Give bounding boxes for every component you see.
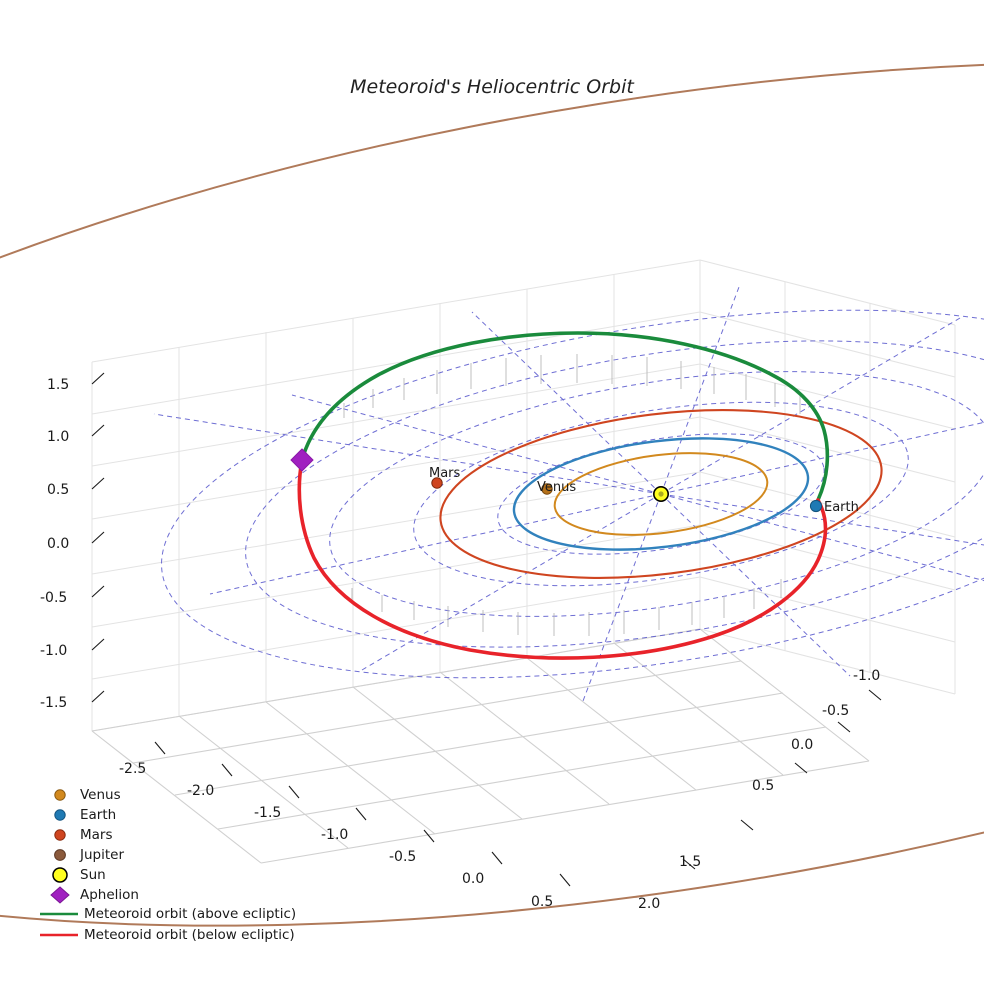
legend-item-aphelion[interactable]: Aphelion — [50, 886, 139, 904]
z-tick-4: -0.5 — [40, 590, 67, 606]
meteoroid-orbit-below — [297, 458, 828, 660]
axes-grid — [91, 259, 956, 864]
legend-label-earth: Earth — [80, 807, 116, 823]
z-tick-6: -1.5 — [40, 695, 67, 711]
x-tick-2: -1.5 — [254, 805, 281, 821]
axis-tickmarks — [91, 372, 882, 887]
y-axis-tick-labels: 1.5 0.5 0.0 -0.5 -1.0 — [679, 668, 880, 870]
z-tick-3: 0.0 — [47, 536, 69, 552]
x-tick-3: -1.0 — [321, 827, 348, 843]
legend-item-venus[interactable]: Venus — [54, 787, 121, 803]
legend-label-aphelion: Aphelion — [80, 887, 139, 903]
z-tick-1: 1.0 — [47, 429, 69, 445]
legend-label-sun: Sun — [80, 867, 106, 883]
y-tick-2: 0.0 — [791, 737, 813, 753]
sun-marker-icon — [52, 867, 68, 883]
marker-mars — [431, 477, 443, 489]
y-tick-0: -1.0 — [853, 668, 880, 684]
marker-earth — [809, 499, 823, 513]
legend-label-venus: Venus — [80, 787, 121, 803]
marker-aphelion — [290, 448, 314, 472]
z-tick-0: 1.5 — [47, 377, 69, 393]
legend-label-orbit-below: Meteoroid orbit (below ecliptic) — [84, 927, 295, 943]
meteoroid-droplines — [343, 354, 801, 636]
orbit-venus — [553, 452, 769, 536]
x-tick-7: 2.0 — [638, 896, 660, 912]
legend-item-jupiter[interactable]: Jupiter — [54, 847, 125, 863]
z-tick-5: -1.0 — [40, 643, 67, 659]
legend-item-orbit-above[interactable]: Meteoroid orbit (above ecliptic) — [40, 906, 296, 922]
legend-label-jupiter: Jupiter — [79, 847, 124, 863]
legend-item-earth[interactable]: Earth — [54, 807, 116, 823]
x-tick-1: -2.0 — [187, 783, 214, 799]
annotation-venus: Venus — [537, 480, 576, 495]
x-tick-0: -2.5 — [119, 761, 146, 777]
legend-item-sun[interactable]: Sun — [52, 867, 106, 883]
legend: Venus Earth Mars Jupiter Sun — [40, 787, 296, 943]
z-tick-2: 0.5 — [47, 482, 69, 498]
jupiter-marker-icon — [54, 849, 66, 861]
marker-sun — [652, 485, 669, 502]
legend-label-orbit-above: Meteoroid orbit (above ecliptic) — [84, 906, 296, 922]
orbit-earth — [512, 437, 810, 551]
z-axis-tick-labels: 1.5 1.0 0.5 0.0 -0.5 -1.0 -1.5 — [40, 377, 69, 711]
legend-item-mars[interactable]: Mars — [54, 827, 113, 843]
legend-item-orbit-below[interactable]: Meteoroid orbit (below ecliptic) — [40, 927, 295, 943]
y-tick-3: 0.5 — [752, 778, 774, 794]
venus-marker-icon — [54, 789, 66, 801]
orbit-mars — [439, 409, 883, 579]
x-axis-tick-labels: -2.5 -2.0 -1.5 -1.0 -0.5 0.0 0.5 2.0 — [119, 761, 660, 912]
legend-label-mars: Mars — [80, 827, 113, 843]
annotation-earth: Earth — [824, 500, 859, 515]
mars-marker-icon — [54, 829, 66, 841]
x-tick-6: 0.5 — [531, 894, 553, 910]
marker-venus — [541, 483, 553, 495]
body-annotations: Mars Venus Earth — [429, 466, 859, 515]
annotation-mars: Mars — [429, 466, 461, 481]
x-tick-4: -0.5 — [389, 849, 416, 865]
x-tick-5: 0.0 — [462, 871, 484, 887]
body-markers — [290, 448, 823, 513]
page-title: Meteoroid's Heliocentric Orbit — [350, 76, 635, 98]
earth-marker-icon — [54, 809, 66, 821]
y-tick-4: 1.5 — [679, 854, 701, 870]
aphelion-marker-icon — [50, 886, 70, 904]
meteoroid-orbit — [297, 331, 830, 660]
meteoroid-orbit-above — [300, 331, 830, 502]
y-tick-1: -0.5 — [822, 703, 849, 719]
